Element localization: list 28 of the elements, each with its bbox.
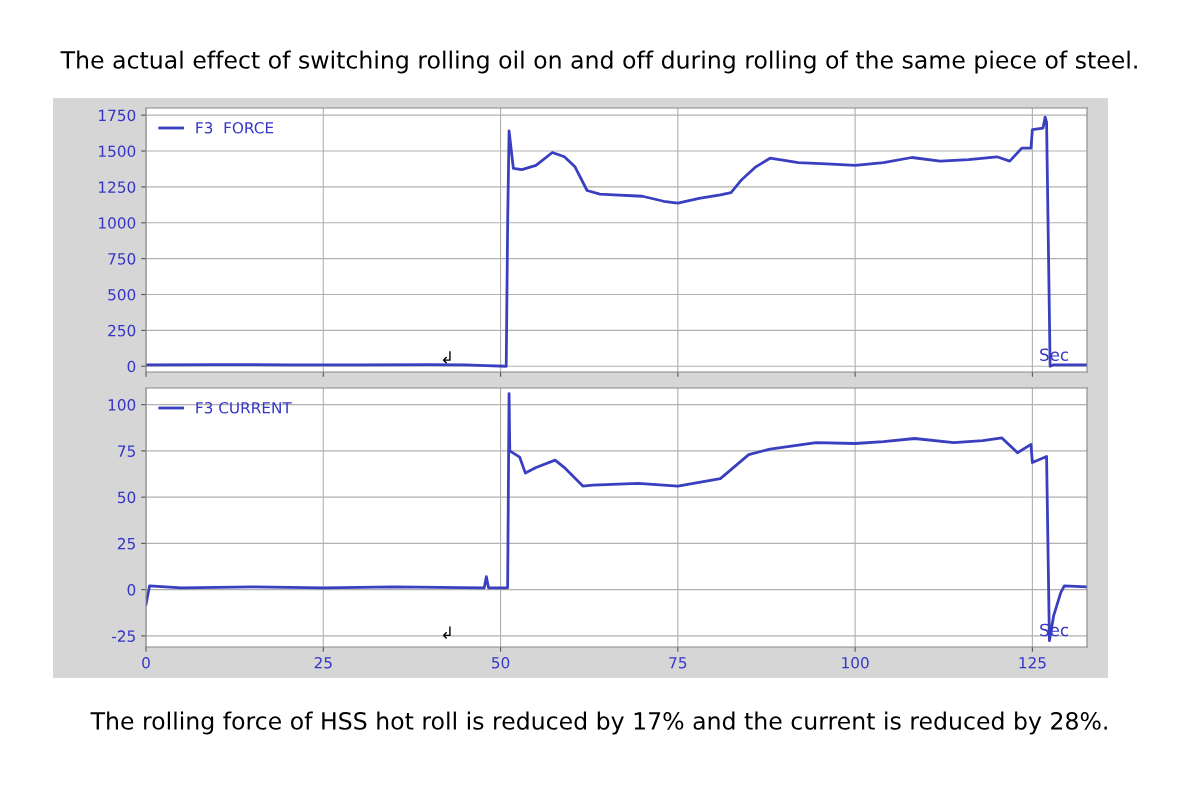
annotation: ↲ <box>442 351 451 364</box>
y-tick-label: 750 <box>108 253 136 265</box>
y-tick-label: 100 <box>108 399 136 411</box>
text: The rolling force of HSS hot roll is reduced by 17% and the current is reduced by 28%. <box>90 711 1107 735</box>
y-tick-label: 1250 <box>99 181 136 193</box>
y-tick-label: 1750 <box>99 109 136 122</box>
y-tick-label: 250 <box>108 324 136 337</box>
x-tick-label: 100 <box>842 656 869 669</box>
legend-label: F3 FORCE <box>196 122 274 134</box>
x-tick-label: 50 <box>492 656 510 669</box>
y-tick-label: 50 <box>118 491 136 504</box>
x-tick-label: 125 <box>1019 656 1046 669</box>
y-tick-label: 500 <box>108 288 136 301</box>
y-tick-label: 0 <box>127 360 136 373</box>
x-tick-label: 0 <box>142 656 150 669</box>
legend-label: F3 CURRENT <box>196 402 292 414</box>
y-tick-label: 75 <box>118 445 135 457</box>
line-series <box>146 115 1087 368</box>
y-tick-label: 0 <box>127 584 136 596</box>
chart-title: The actual effect of switching rolling oil on and off during rolling of the same piece of steel. <box>60 50 1137 74</box>
line-series <box>146 392 1087 643</box>
y-tick-label: 1500 <box>99 145 136 158</box>
y-tick-label: 25 <box>117 537 135 550</box>
annotation: ↲ <box>442 626 451 639</box>
x-tick-label: 25 <box>314 656 332 669</box>
y-tick-label: 1000 <box>99 217 136 229</box>
y-tick-label: -25 <box>112 630 135 642</box>
x-tick-label: 75 <box>669 657 687 669</box>
